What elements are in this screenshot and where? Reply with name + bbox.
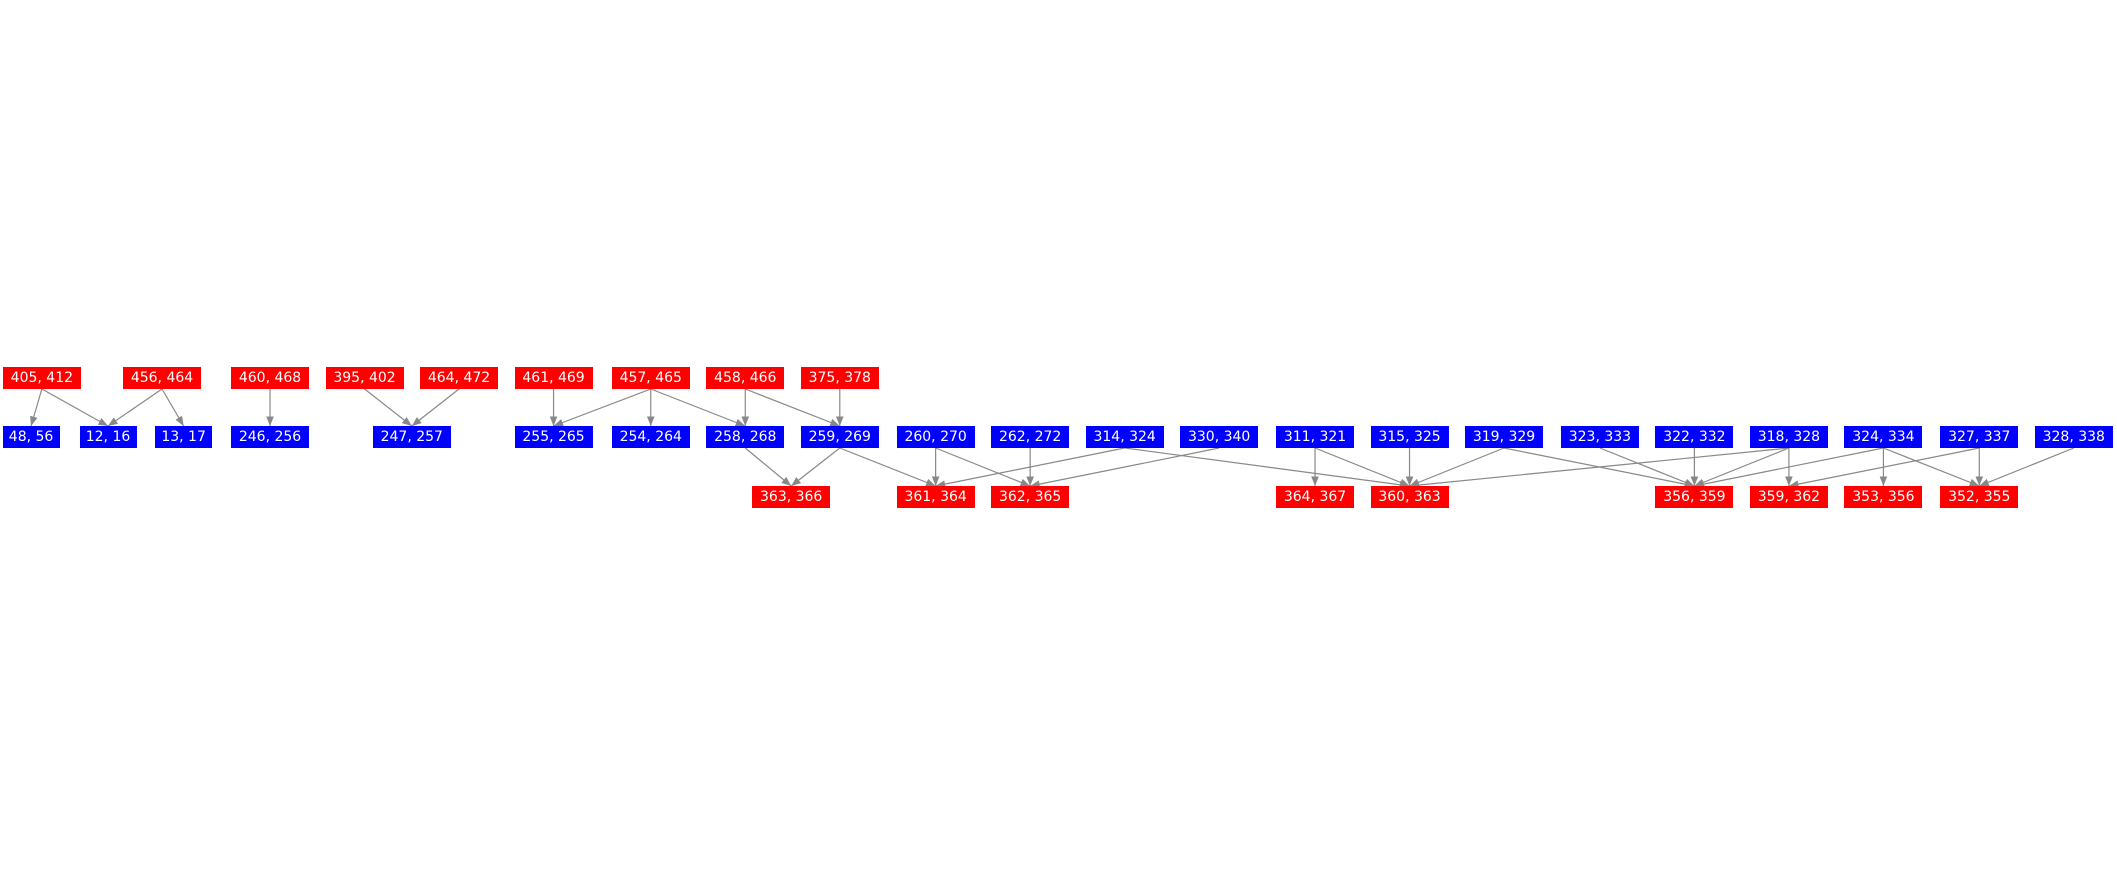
- edge-arrow: [1409, 447, 1505, 487]
- edge-arrow: [1694, 447, 1884, 488]
- graph-node: 319, 329: [1465, 426, 1544, 448]
- graph-node: 458, 466: [706, 367, 785, 389]
- graph-node: 314, 324: [1085, 426, 1164, 448]
- edge-arrow: [553, 388, 651, 427]
- graph-node: 353, 356: [1844, 486, 1923, 508]
- graph-node: 375, 378: [800, 367, 879, 389]
- graph-node: 12, 16: [79, 426, 137, 448]
- graph-node: 328, 338: [2034, 426, 2113, 448]
- graph-node: 356, 359: [1655, 486, 1734, 508]
- edge-arrow: [1030, 447, 1220, 488]
- graph-node: 464, 472: [420, 367, 499, 389]
- graph-node: 327, 337: [1940, 426, 2019, 448]
- graph-node: 364, 367: [1276, 486, 1355, 508]
- edge-arrow: [161, 388, 185, 427]
- graph-node: 259, 269: [800, 426, 879, 448]
- graph-node: 456, 464: [123, 367, 201, 389]
- graph-node: 254, 264: [611, 426, 690, 448]
- graph-node: 457, 465: [611, 367, 690, 389]
- edge-arrow: [411, 388, 460, 427]
- edge-arrow: [744, 447, 792, 487]
- graph-node: 311, 321: [1276, 426, 1355, 448]
- edge-arrow: [935, 447, 1125, 488]
- graph-node: 246, 256: [231, 426, 310, 448]
- graph-node: 460, 468: [231, 367, 310, 389]
- edge-arrow: [1124, 447, 1410, 489]
- graph-node: 330, 340: [1180, 426, 1259, 448]
- edge-arrow: [41, 388, 109, 427]
- edge-arrow: [1314, 447, 1410, 487]
- edge-arrow: [790, 447, 841, 487]
- graph-node: 361, 364: [896, 486, 975, 508]
- edge-arrow: [935, 447, 1031, 487]
- graph-node: 352, 355: [1940, 486, 2019, 508]
- graph-node: 322, 332: [1655, 426, 1734, 448]
- edge-arrow: [1409, 447, 1789, 489]
- graph-node: 262, 272: [991, 426, 1070, 448]
- edge-arrow: [107, 388, 163, 427]
- edge-arrow: [650, 388, 746, 427]
- graph-node: 363, 366: [752, 486, 831, 508]
- edge-arrow: [1979, 447, 2075, 487]
- graph-node: 255, 265: [514, 426, 593, 448]
- edge-arrow: [364, 388, 413, 427]
- graph-node: 318, 328: [1749, 426, 1828, 448]
- edge-arrow: [1883, 447, 1980, 487]
- graph-node: 360, 363: [1370, 486, 1449, 508]
- edge-arrow: [1599, 447, 1695, 487]
- graph-node: 48, 56: [2, 426, 60, 448]
- edge-arrow: [30, 388, 43, 427]
- graph-node: 405, 412: [2, 367, 81, 389]
- graph-node: 395, 402: [325, 367, 404, 389]
- graph-node: 315, 325: [1370, 426, 1449, 448]
- graph-node: 461, 469: [514, 367, 593, 389]
- edge-arrow: [1694, 447, 1790, 487]
- edge-arrow: [745, 388, 840, 427]
- edge-arrow: [839, 447, 936, 487]
- graph-node: 324, 334: [1844, 426, 1923, 448]
- graph-node: 359, 362: [1749, 486, 1828, 508]
- graph-node: 247, 257: [372, 426, 451, 448]
- graph-node: 362, 365: [991, 486, 1070, 508]
- graph-node: 13, 17: [155, 426, 213, 448]
- graph-node: 258, 268: [706, 426, 785, 448]
- graph-node: 260, 270: [896, 426, 975, 448]
- edge-arrow: [1788, 447, 1980, 488]
- graph-node: 323, 333: [1560, 426, 1639, 448]
